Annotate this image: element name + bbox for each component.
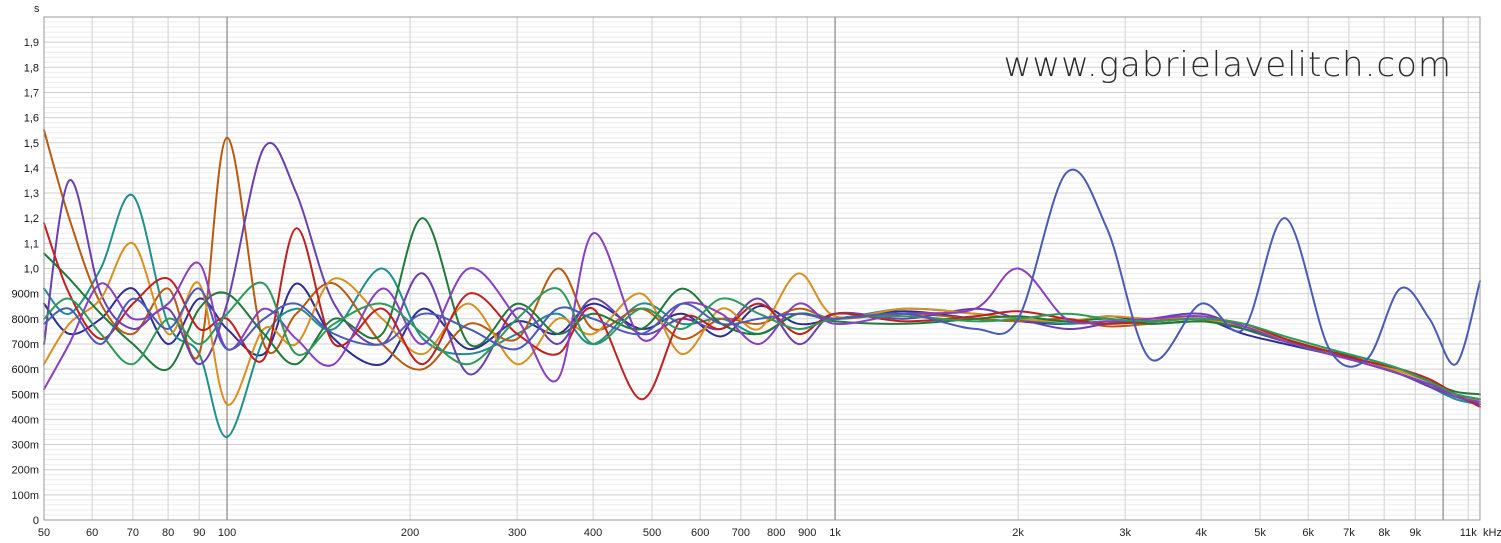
x-tick-label: 4k	[1195, 527, 1207, 539]
y-tick-label: 1,3	[24, 188, 39, 200]
series-line-1	[43, 282, 1481, 401]
y-tick-label: 200m	[11, 465, 39, 477]
x-axis-tick-labels: 50 60 70 80 90 100 200 300 400 500 600 700 800 900 1k 2…	[38, 527, 1477, 539]
x-tick-label: 600	[691, 527, 709, 539]
x-tick-label: 3k	[1119, 527, 1131, 539]
series-lines	[43, 129, 1481, 438]
x-tick-label: 60	[86, 527, 98, 539]
x-tick-label: 2k	[1012, 527, 1024, 539]
y-tick-label: 700m	[11, 339, 39, 351]
series-line-7	[43, 222, 1481, 408]
x-tick-label: 900	[798, 527, 816, 539]
x-tick-label: 100	[218, 527, 236, 539]
x-tick-label: 50	[38, 527, 50, 539]
x-tick-label: 800	[767, 527, 785, 539]
y-tick-label: 400m	[11, 414, 39, 426]
x-tick-label: 400	[584, 527, 602, 539]
y-tick-label: 100m	[11, 490, 39, 502]
y-tick-label: 300m	[11, 440, 39, 452]
x-tick-label: 200	[401, 527, 419, 539]
y-tick-label: 1,8	[24, 62, 39, 74]
y-tick-label: 1,1	[24, 238, 39, 250]
x-tick-label: 7k	[1343, 527, 1355, 539]
x-tick-label: 8k	[1378, 527, 1390, 539]
x-tick-label: 700	[732, 527, 750, 539]
y-tick-label: 1,4	[24, 163, 39, 175]
x-tick-label: 9k	[1409, 527, 1421, 539]
y-tick-label: 1,6	[24, 113, 39, 125]
y-unit-label: s	[34, 3, 40, 15]
x-unit-label: kHz	[1483, 527, 1501, 539]
y-tick-label: 1,9	[24, 37, 39, 49]
x-tick-label: 70	[127, 527, 139, 539]
watermark-text: www.gabrielavelitch.com	[1004, 45, 1452, 85]
x-tick-label: 300	[508, 527, 526, 539]
x-tick-label: 80	[162, 527, 174, 539]
x-tick-label: 90	[193, 527, 205, 539]
y-axis-tick-labels: 0 100m 200m 300m 400m 500m 600m 700m 800m 900m 1,0…	[11, 37, 39, 527]
x-tick-label: 5k	[1254, 527, 1266, 539]
y-tick-label: 500m	[11, 389, 39, 401]
y-tick-label: 800m	[11, 314, 39, 326]
series-line-10	[43, 168, 1481, 368]
y-tick-label: 600m	[11, 364, 39, 376]
y-tick-label: 900m	[11, 289, 39, 301]
series-line-5	[43, 242, 1481, 406]
series-line-9	[43, 281, 1481, 401]
x-tick-label: 6k	[1302, 527, 1314, 539]
x-tick-label: 500	[643, 527, 661, 539]
x-tick-label: 1k	[829, 527, 841, 539]
plot-border	[43, 16, 1481, 521]
x-tick-label: 11k	[1460, 527, 1477, 539]
y-tick-label: 1,0	[24, 264, 39, 276]
y-tick-label: 1,7	[24, 87, 39, 99]
y-tick-label: 0	[33, 515, 39, 527]
y-tick-label: 1,5	[24, 138, 39, 150]
grid-lines	[44, 17, 1480, 520]
y-tick-label: 1,2	[24, 213, 39, 225]
